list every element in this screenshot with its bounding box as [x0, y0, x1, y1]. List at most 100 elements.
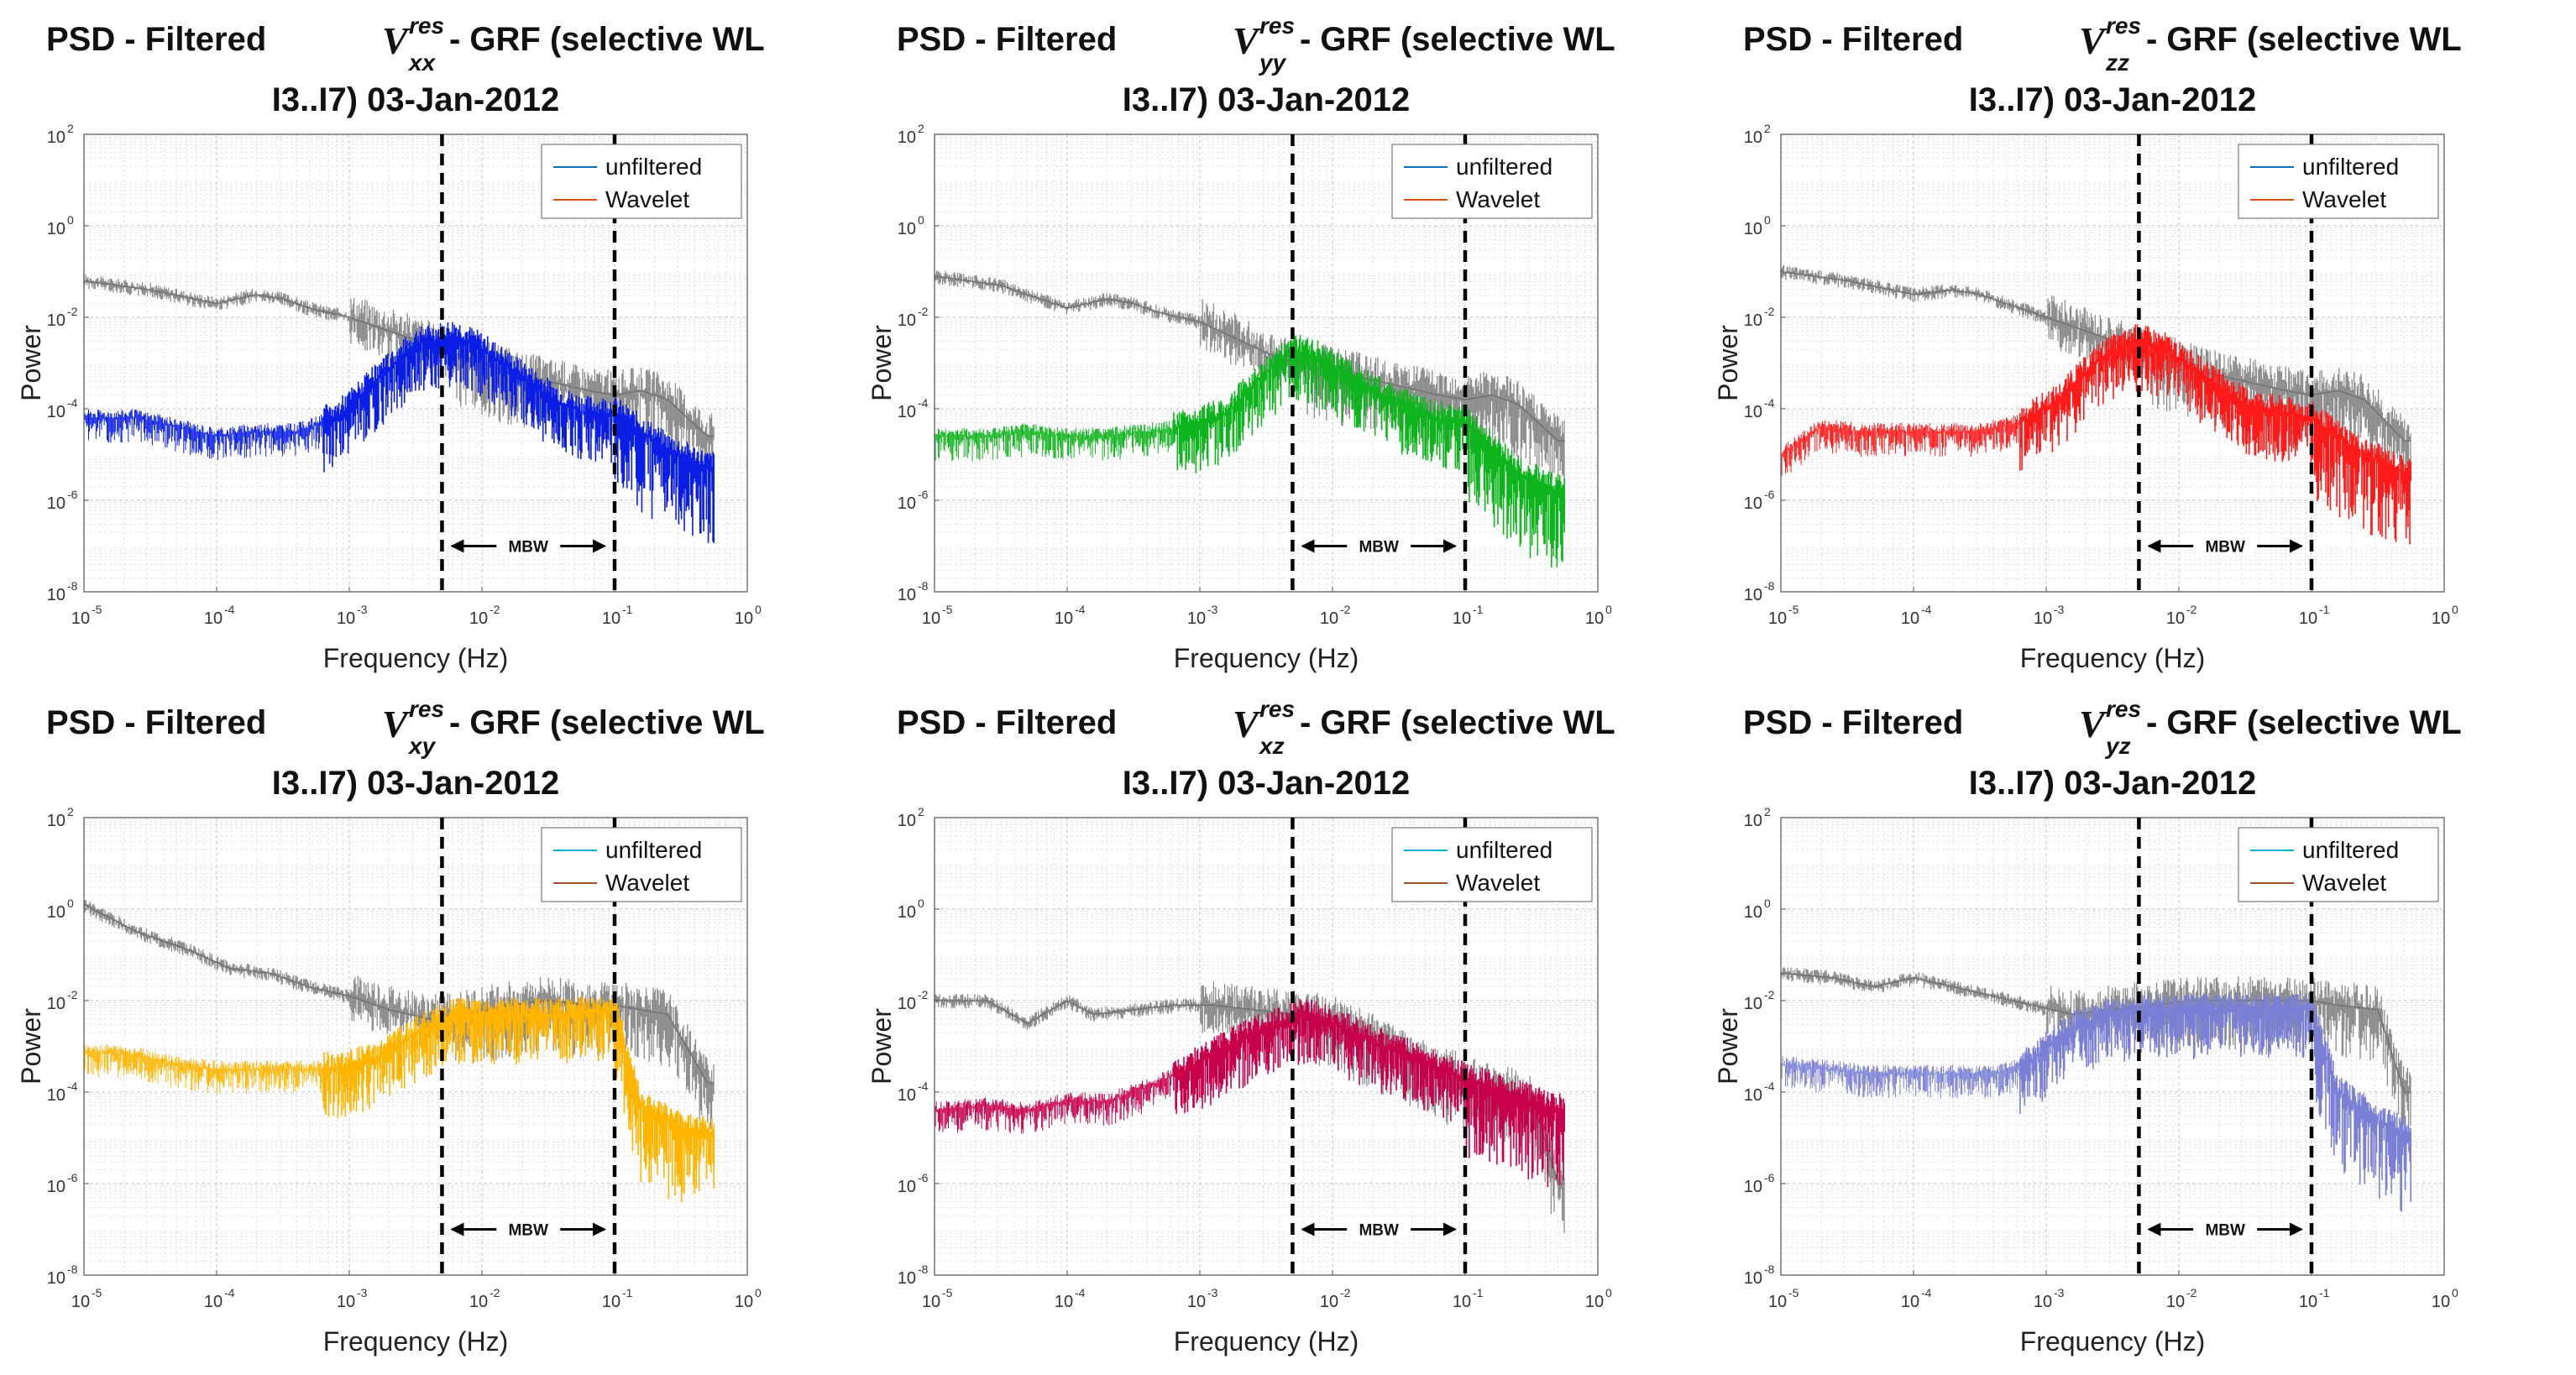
y-tick-exponent: -2 [918, 305, 929, 318]
y-tick-label: 10 [47, 128, 65, 147]
y-tick-label: 10 [1744, 586, 1762, 604]
mbw-label-bg [500, 534, 558, 557]
x-tick-exponent: -5 [1788, 603, 1799, 616]
x-tick-exponent: -2 [1340, 603, 1351, 616]
y-tick-label: 10 [898, 494, 916, 513]
y-tick-exponent: -6 [67, 488, 78, 501]
y-tick-exponent: 0 [1764, 213, 1771, 227]
title-prefix: PSD - Filtered [1743, 21, 1963, 58]
x-tick-label: 10 [2432, 609, 2450, 628]
mbw-label-bg [1350, 534, 1408, 557]
title-symbol: V [1233, 19, 1261, 62]
x-tick-labels: 10 -5 10 -4 10 -3 10 -2 10 -1 10 0 [922, 587, 1612, 628]
y-tick-label: 10 [47, 403, 65, 421]
x-tick-exponent: -3 [357, 603, 368, 616]
wavelet-spectrum [1780, 324, 2412, 545]
x-tick-label: 10 [2299, 609, 2317, 628]
legend-label-unfiltered: unfiltered [2302, 154, 2399, 180]
x-tick-label: 10 [1320, 609, 1338, 628]
x-tick-label: 10 [1187, 609, 1206, 628]
x-tick-label: 10 [2166, 609, 2185, 628]
y-tick-exponent: -8 [1764, 579, 1775, 593]
title-suffix: - GRF (selective WL [2146, 21, 2462, 58]
x-tick-label: 10 [735, 609, 753, 628]
mbw-label: MBW [2205, 539, 2245, 557]
x-tick-label: 10 [2034, 609, 2052, 628]
y-tick-label: 10 [1744, 220, 1762, 238]
title-subscript: xy [407, 733, 437, 759]
y-tick-exponent: 0 [918, 213, 924, 227]
x-tick-label: 10 [1901, 609, 1919, 628]
x-tick-labels: 10 -5 10 -4 10 -3 10 -2 10 -1 10 0 [1768, 587, 2458, 628]
legend-label-wavelet: Wavelet [2302, 186, 2386, 212]
mbw-arrowhead-right [2290, 539, 2303, 553]
mbw-arrowhead-left [1301, 539, 1315, 553]
x-tick-exponent: -4 [1921, 603, 1932, 616]
legend: unfiltered Wavelet [1391, 144, 1593, 219]
y-tick-label: 10 [1744, 403, 1762, 421]
y-tick-exponent: -2 [1764, 305, 1775, 318]
x-tick-label: 10 [602, 609, 620, 628]
y-tick-label: 10 [47, 311, 65, 330]
y-tick-exponent: 0 [67, 213, 74, 227]
x-tick-label: 10 [1585, 609, 1604, 628]
legend-label-wavelet: Wavelet [605, 186, 689, 212]
x-tick-exponent: 0 [755, 603, 762, 616]
mbw-band: MBW [2137, 134, 2314, 592]
axes-box [934, 133, 1599, 593]
x-axis-label: Frequency (Hz) [2020, 643, 2206, 673]
y-tick-exponent: -2 [67, 305, 78, 318]
y-tick-exponent: 2 [918, 122, 924, 135]
title-line-2: I3..I7) 03-Jan-2012 [272, 765, 559, 802]
x-axis-label: Frequency (Hz) [1174, 643, 1359, 673]
y-axis-label: Power [1713, 325, 1743, 401]
y-tick-label: 10 [898, 311, 916, 330]
y-tick-exponent: -4 [1764, 396, 1775, 410]
axes-box [1780, 133, 2445, 593]
title-subscript: zz [2105, 50, 2129, 76]
mbw-band: MBW [440, 134, 617, 592]
x-tick-exponent: -3 [2054, 603, 2065, 616]
title-symbol: V [2079, 19, 2107, 62]
x-tick-exponent: 0 [2452, 603, 2458, 616]
legend-box [1391, 144, 1593, 219]
x-tick-exponent: -4 [224, 603, 235, 616]
legend: unfiltered Wavelet [2238, 144, 2439, 219]
y-tick-label: 10 [898, 403, 916, 421]
mbw-band: MBW [1291, 134, 1468, 592]
mbw-arrowhead-right [593, 539, 606, 553]
title-superscript: res [1259, 13, 1295, 39]
x-tick-exponent: 0 [1605, 603, 1612, 616]
y-axis-label: Power [867, 325, 897, 401]
x-tick-exponent: -5 [942, 603, 953, 616]
title-suffix: - GRF (selective WL [1300, 21, 1615, 58]
mbw-arrowhead-left [2147, 539, 2161, 553]
unfiltered-line [83, 280, 714, 437]
title-suffix: - GRF (selective WL [449, 21, 765, 58]
y-tick-exponent: -6 [1764, 488, 1775, 501]
x-tick-exponent: -3 [1207, 603, 1218, 616]
title-symbol: V [382, 19, 411, 62]
x-tick-exponent: -5 [92, 603, 102, 616]
y-tick-exponent: -8 [67, 579, 78, 593]
title-line-2: I3..I7) 03-Jan-2012 [1969, 81, 2256, 118]
y-tick-label: 10 [1744, 494, 1762, 513]
y-tick-label: 10 [1744, 128, 1762, 147]
title-superscript: res [2106, 13, 2141, 39]
axes-box [83, 133, 748, 593]
mbw-label: MBW [508, 539, 548, 557]
x-tick-label: 10 [1055, 609, 1073, 628]
title-prefix: PSD - Filtered [46, 704, 266, 741]
x-tick-label: 10 [204, 609, 223, 628]
x-tick-exponent: -2 [2186, 603, 2197, 616]
x-tick-exponent: -2 [490, 603, 500, 616]
x-tick-exponent: -4 [1075, 603, 1086, 616]
title-prefix: PSD - Filtered [46, 21, 266, 58]
y-tick-exponent: 2 [1764, 122, 1771, 135]
